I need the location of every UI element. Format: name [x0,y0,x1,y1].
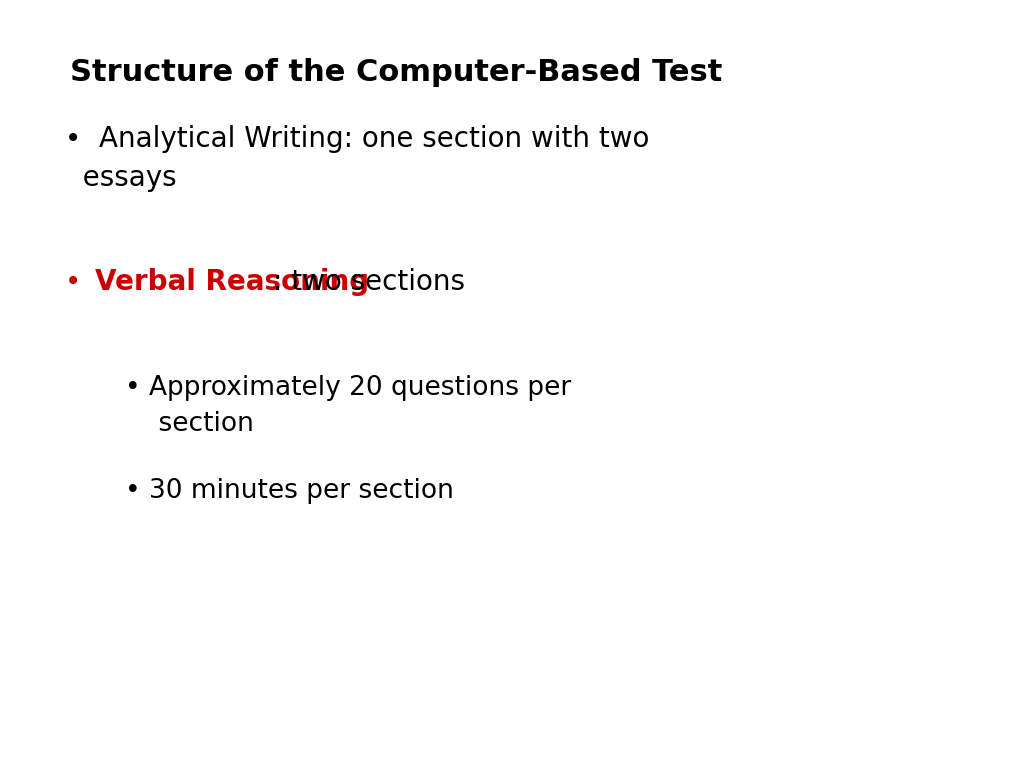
Text: Structure of the Computer-Based Test: Structure of the Computer-Based Test [70,58,722,87]
Text: : two sections: : two sections [273,268,465,296]
Text: • 30 minutes per section: • 30 minutes per section [125,478,454,504]
Text: •  Analytical Writing: one section with two
  essays: • Analytical Writing: one section with t… [65,125,649,192]
Text: • Approximately 20 questions per
    section: • Approximately 20 questions per section [125,375,571,437]
Text: •: • [65,268,81,296]
Text: Verbal Reasoning: Verbal Reasoning [95,268,369,296]
